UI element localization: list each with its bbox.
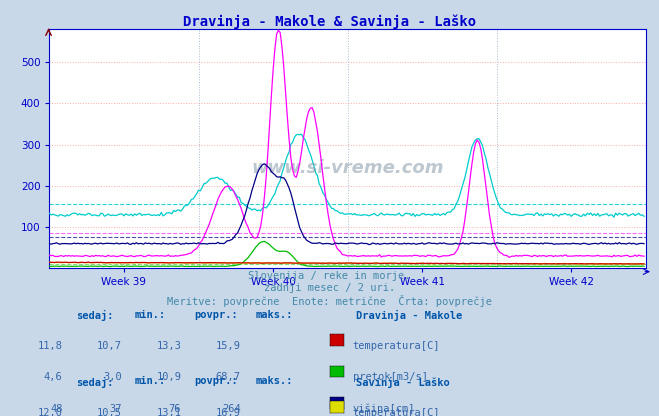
Text: 264: 264 (222, 404, 241, 414)
Text: 76: 76 (169, 404, 181, 414)
Text: www.si-vreme.com: www.si-vreme.com (251, 159, 444, 177)
Text: Slovenija / reke in morje.: Slovenija / reke in morje. (248, 271, 411, 281)
Text: povpr.:: povpr.: (194, 310, 238, 320)
Text: 16,9: 16,9 (215, 408, 241, 416)
Text: 13,1: 13,1 (156, 408, 181, 416)
Text: maks.:: maks.: (256, 310, 293, 320)
Text: 12,0: 12,0 (38, 408, 63, 416)
Text: 48: 48 (50, 404, 63, 414)
Text: 13,3: 13,3 (156, 341, 181, 351)
Text: Meritve: povprečne  Enote: metrične  Črta: povprečje: Meritve: povprečne Enote: metrične Črta:… (167, 295, 492, 307)
Text: temperatura[C]: temperatura[C] (353, 408, 440, 416)
Text: min.:: min.: (135, 376, 166, 386)
Text: Dravinja - Makole: Dravinja - Makole (356, 310, 462, 321)
Text: 4,6: 4,6 (44, 372, 63, 382)
Text: sedaj:: sedaj: (76, 376, 113, 388)
Text: 68,7: 68,7 (215, 372, 241, 382)
Text: 37: 37 (109, 404, 122, 414)
Text: 3,0: 3,0 (103, 372, 122, 382)
Text: min.:: min.: (135, 310, 166, 320)
Text: temperatura[C]: temperatura[C] (353, 341, 440, 351)
Text: 10,9: 10,9 (156, 372, 181, 382)
Text: 10,5: 10,5 (97, 408, 122, 416)
Text: 15,9: 15,9 (215, 341, 241, 351)
Text: višina[cm]: višina[cm] (353, 404, 415, 414)
Text: sedaj:: sedaj: (76, 310, 113, 321)
Text: zadnji mesec / 2 uri.: zadnji mesec / 2 uri. (264, 283, 395, 293)
Text: 10,7: 10,7 (97, 341, 122, 351)
Text: povpr.:: povpr.: (194, 376, 238, 386)
Text: 11,8: 11,8 (38, 341, 63, 351)
Text: pretok[m3/s]: pretok[m3/s] (353, 372, 428, 382)
Text: Dravinja - Makole & Savinja - Laško: Dravinja - Makole & Savinja - Laško (183, 15, 476, 29)
Text: maks.:: maks.: (256, 376, 293, 386)
Text: Savinja - Laško: Savinja - Laško (356, 376, 449, 388)
